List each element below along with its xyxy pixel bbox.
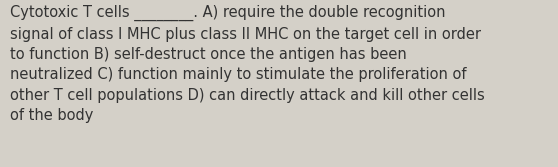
Text: Cytotoxic T cells ________. A) require the double recognition
signal of class I : Cytotoxic T cells ________. A) require t… (10, 5, 485, 123)
